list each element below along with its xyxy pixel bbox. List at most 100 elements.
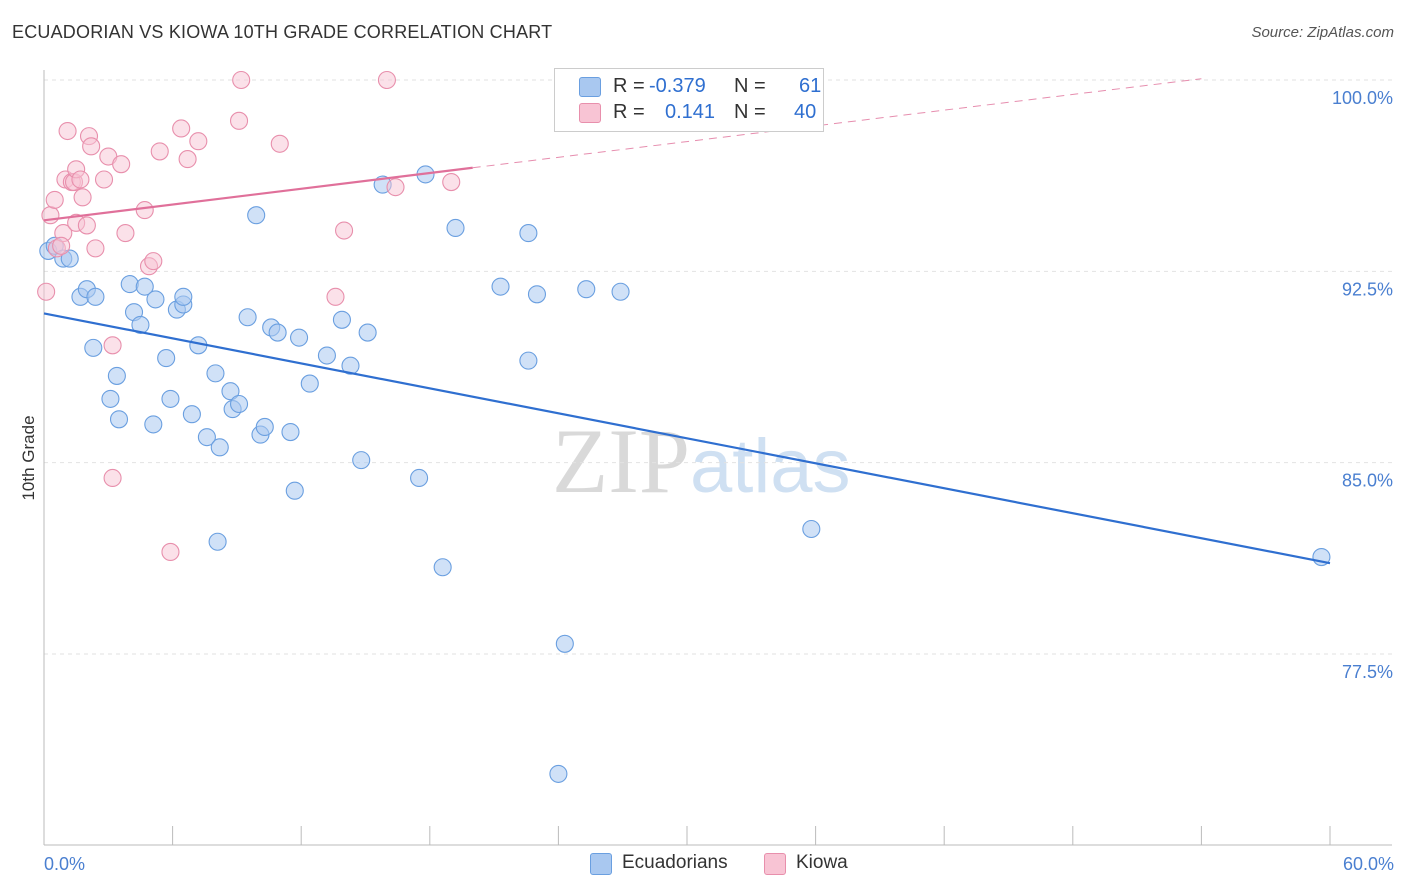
kiowa-point <box>150 142 169 161</box>
ecuadorians-point <box>491 277 510 296</box>
y-tick-label: 77.5% <box>1342 662 1393 682</box>
ecuadorians-point <box>182 405 201 424</box>
watermark-zip: ZIP <box>552 410 690 512</box>
ecuadorians-point <box>317 346 336 365</box>
x-tick-label-end: 60.0% <box>1343 854 1394 874</box>
ecuadorians-points <box>39 165 1331 783</box>
kiowa-point <box>77 216 96 235</box>
ecuadorians-point <box>341 356 360 375</box>
ecuadorians-point <box>135 277 154 296</box>
legend-label-kiowa: Kiowa <box>796 852 848 873</box>
watermark: ZIPatlas <box>552 408 851 514</box>
ecuadorians-point <box>238 308 257 327</box>
y-tick-label: 100.0% <box>1332 88 1393 108</box>
kiowa-trend-line <box>43 166 473 222</box>
ecuadorians-point <box>290 328 309 347</box>
ecuadorians-point <box>157 349 176 368</box>
legend-r-label: R = <box>613 101 645 123</box>
ecuadorians-point <box>577 280 596 299</box>
y-axis-label: 10th Grade <box>19 415 38 500</box>
source-credit: Source: ZipAtlas.com <box>1251 24 1394 41</box>
kiowa-point <box>270 134 289 153</box>
legend-swatch-kiowa <box>764 853 786 875</box>
ecuadorians-point <box>197 428 216 447</box>
ecuadorians-point <box>300 374 319 393</box>
ecuadorians-point <box>555 634 574 653</box>
ecuadorians-point <box>109 410 129 429</box>
ecuadorians-point <box>221 382 240 401</box>
kiowa-point <box>116 224 135 243</box>
legend-n-value: 61 <box>799 75 822 97</box>
stats-legend: R = -0.379 N = 61 R = 0.141 N = 40 <box>554 68 824 132</box>
ecuadorians-point <box>120 275 139 294</box>
kiowa-trend-extension <box>472 78 1202 169</box>
legend-n-value: 40 <box>794 101 817 123</box>
x-tick-label-start: 0.0% <box>44 854 85 874</box>
kiowa-point <box>37 282 56 301</box>
kiowa-point <box>112 155 131 174</box>
ecuadorians-point <box>247 206 266 225</box>
ecuadorians-point <box>281 423 300 442</box>
kiowa-point <box>232 70 251 90</box>
ecuadorians-point <box>410 468 429 488</box>
ecuadorians-point <box>802 519 821 539</box>
legend-r-value: 0.141 <box>665 101 716 123</box>
ecuadorians-point <box>549 764 568 783</box>
ecuadorians-point <box>161 389 180 408</box>
kiowa-point <box>135 201 154 220</box>
kiowa-points <box>37 70 461 562</box>
ecuadorians-point <box>611 282 630 301</box>
chart-title: ECUADORIAN VS KIOWA 10TH GRADE CORRELATI… <box>12 22 553 42</box>
kiowa-point <box>73 188 92 207</box>
ecuadorians-point <box>433 558 452 577</box>
legend-swatch-ecuadorians <box>590 853 612 875</box>
kiowa-point <box>58 121 77 141</box>
ecuadorians-point <box>208 532 227 551</box>
legend-n-label: N = <box>734 75 766 97</box>
kiowa-point <box>144 252 163 271</box>
ecuadorians-point <box>255 417 274 437</box>
kiowa-point <box>335 221 354 240</box>
y-tick-labels: 100.0% 92.5% 85.0% 77.5% <box>1332 88 1393 682</box>
ecuadorians-point <box>107 366 126 385</box>
ecuadorians-point <box>84 338 103 357</box>
ecuadorians-point <box>519 351 538 370</box>
y-tick-label: 92.5% <box>1342 279 1393 299</box>
ecuadorians-point <box>86 287 105 306</box>
legend-r-label: R = <box>613 75 645 97</box>
ecuadorians-point <box>60 249 79 268</box>
ecuadorians-point <box>229 394 249 414</box>
ecuadorians-point <box>285 481 304 500</box>
series-legend: Ecuadorians Kiowa <box>0 852 1406 878</box>
ecuadorians-point <box>519 224 538 243</box>
kiowa-point <box>229 111 249 130</box>
kiowa-point <box>178 150 197 169</box>
ecuadorians-point <box>101 389 120 408</box>
kiowa-point <box>172 119 191 138</box>
kiowa-point <box>161 542 180 562</box>
kiowa-point <box>94 170 114 189</box>
kiowa-point <box>377 70 396 90</box>
ecuadorians-point <box>174 287 193 306</box>
kiowa-point <box>52 236 71 255</box>
ecuadorians-point <box>146 290 165 309</box>
grid-lines <box>44 79 1392 655</box>
y-tick-label: 85.0% <box>1342 471 1393 491</box>
ecuadorians-trend-line <box>43 312 1331 565</box>
kiowa-point <box>386 178 405 197</box>
watermark-atlas: atlas <box>690 424 851 509</box>
kiowa-point <box>86 239 105 258</box>
ecuadorians-point <box>210 438 229 457</box>
kiowa-point <box>103 468 122 488</box>
kiowa-point <box>189 132 208 151</box>
kiowa-point <box>82 137 101 156</box>
trend-lines <box>43 78 1331 565</box>
axes <box>43 70 1392 846</box>
ecuadorians-point <box>446 218 465 238</box>
legend-swatch-ecuadorians <box>579 77 601 97</box>
ecuadorians-point <box>131 315 150 334</box>
legend-swatch-kiowa <box>579 103 601 123</box>
ecuadorians-point <box>358 323 377 342</box>
x-axis-ticks <box>43 826 1331 845</box>
